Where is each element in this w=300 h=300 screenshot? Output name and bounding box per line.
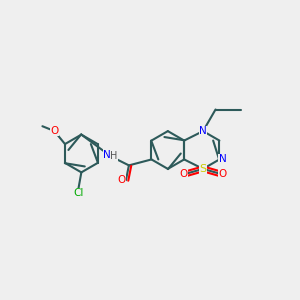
Text: O: O (218, 169, 227, 178)
Text: H: H (110, 152, 117, 161)
Text: Cl: Cl (73, 188, 84, 198)
Text: N: N (199, 126, 207, 136)
Text: O: O (117, 175, 125, 185)
Text: S: S (200, 164, 207, 174)
Text: O: O (179, 169, 188, 178)
Text: N: N (103, 150, 111, 160)
Text: N: N (218, 154, 226, 164)
Text: O: O (50, 126, 58, 136)
